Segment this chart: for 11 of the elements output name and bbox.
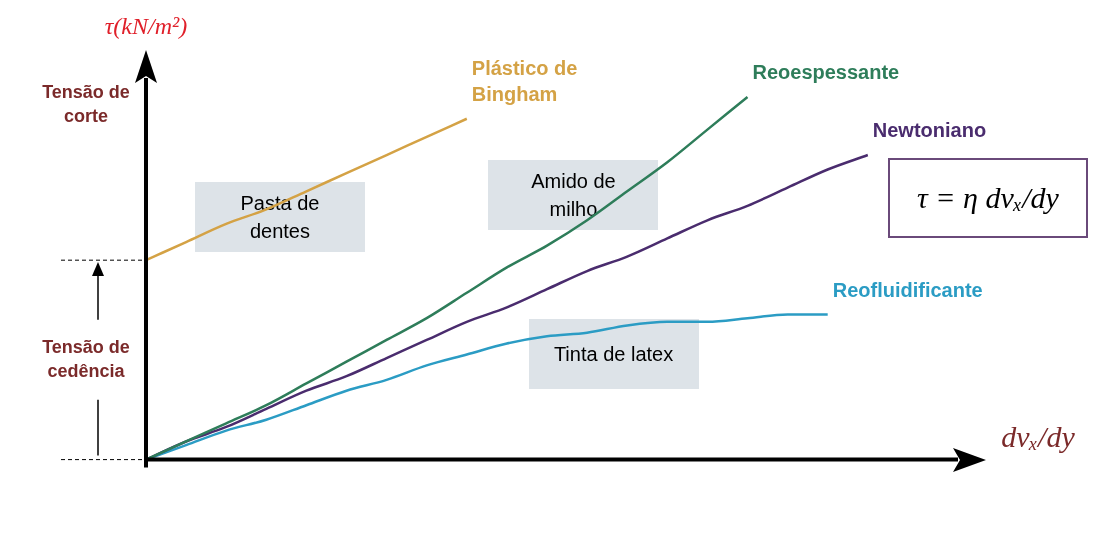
series-label: Plástico de Bingham [471, 56, 578, 105]
text: Tensão de cedência [42, 336, 130, 381]
series-label: Reofluidificante [832, 278, 983, 301]
formula-box: τ = η dvₓ/dy [888, 158, 1088, 238]
text: Tensão de corte [42, 81, 130, 126]
label-box: Tinta de latex [528, 319, 699, 390]
label-box: Amido de milho [488, 159, 659, 230]
x-axis-title: dvₓ/dy [1001, 420, 1076, 454]
series-label: Newtoniano [872, 119, 987, 142]
series-label: Reoespessante [752, 61, 900, 84]
y-axis-title: τ(kN/m²) [104, 13, 188, 40]
